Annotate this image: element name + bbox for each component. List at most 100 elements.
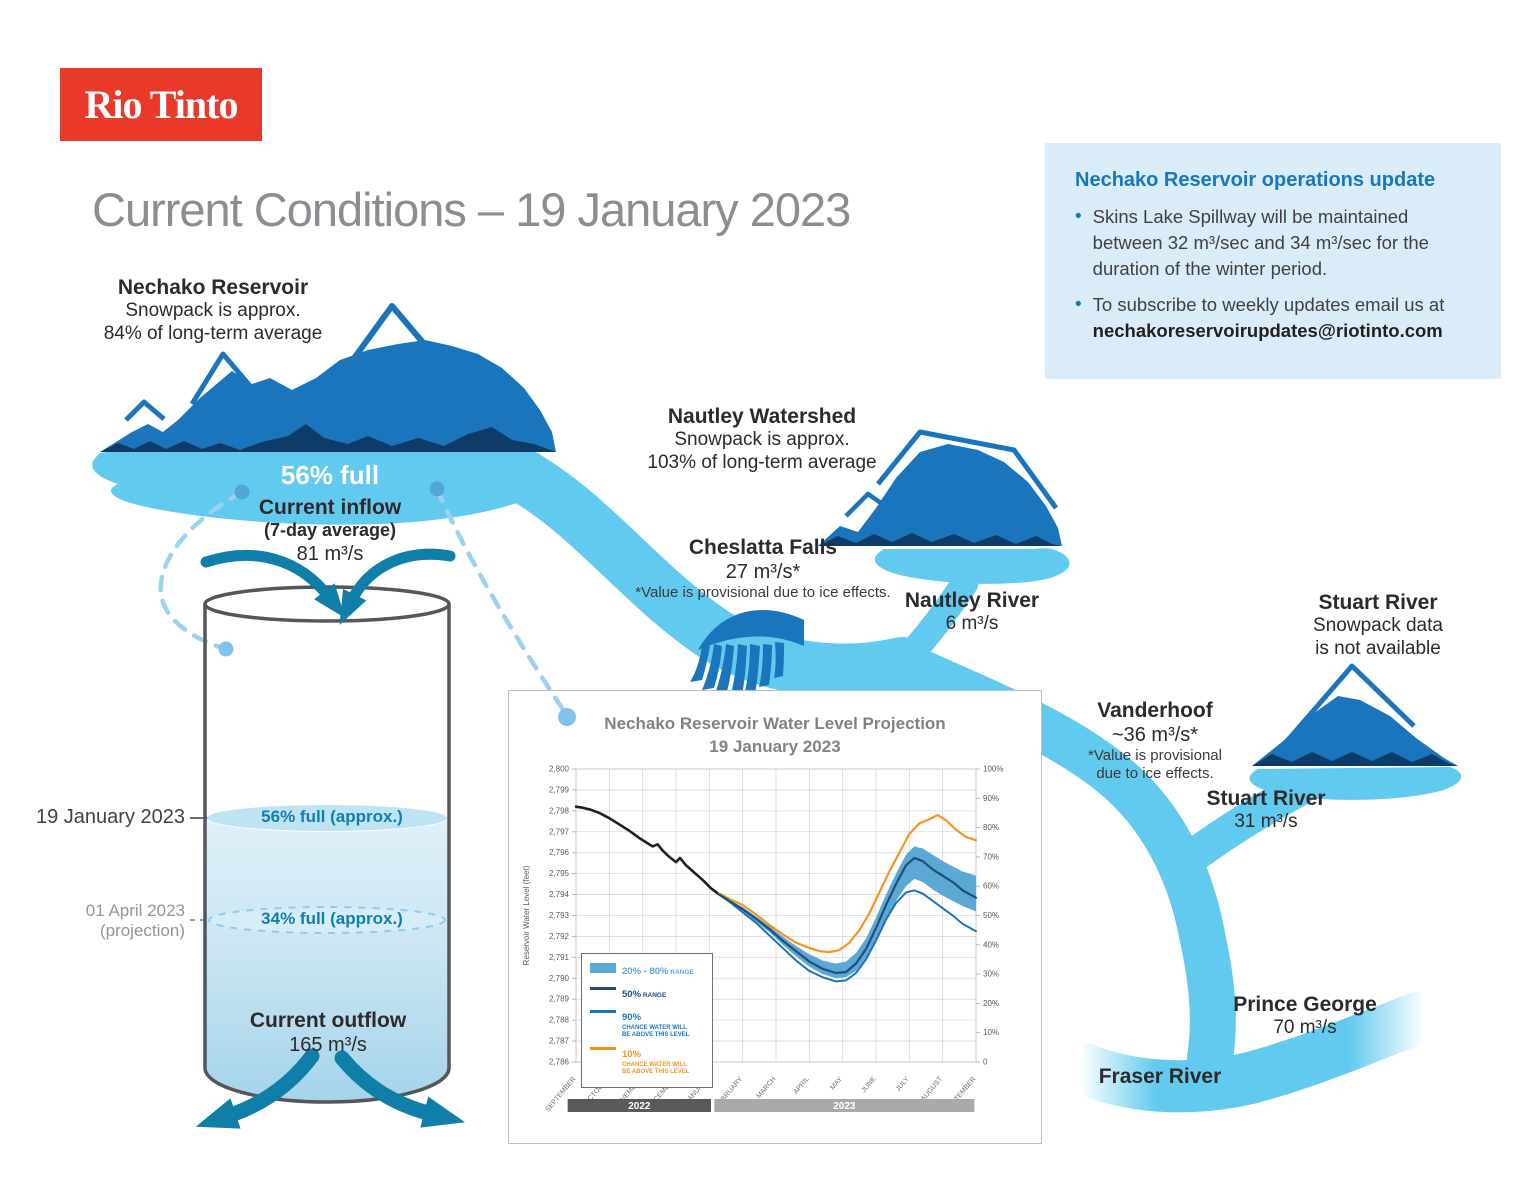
nechako-mountain-icon bbox=[100, 303, 556, 452]
nautley-mountain-icon bbox=[818, 429, 1062, 546]
stuart-river-label: Stuart River 31 m³/s bbox=[1206, 786, 1325, 834]
stuart-snowpack-line2: is not available bbox=[1315, 637, 1441, 659]
stuart-snowpack-label: Stuart River Snowpack data is not availa… bbox=[1313, 590, 1443, 661]
inflow-arrow-left bbox=[200, 550, 346, 619]
svg-text:2,788: 2,788 bbox=[549, 1016, 570, 1025]
svg-text:2,789: 2,789 bbox=[549, 995, 570, 1004]
stuart-river-title: Stuart River bbox=[1206, 787, 1326, 810]
nautley-watershed-label: Nautley Watershed Snowpack is approx. 10… bbox=[647, 404, 876, 475]
svg-text:30%: 30% bbox=[983, 970, 999, 979]
chart-subtitle: 19 January 2023 bbox=[709, 736, 841, 756]
svg-text:70%: 70% bbox=[983, 852, 999, 861]
current-outflow-label: Current outflow 165 m³/s bbox=[250, 1008, 406, 1057]
svg-text:2,799: 2,799 bbox=[549, 785, 570, 794]
river-fraser bbox=[1056, 992, 1444, 1113]
legend-item-subtext: CHANCE WATER WILL bbox=[622, 1025, 687, 1031]
nechako-reservoir-label: Nechako Reservoir Snowpack is approx. 84… bbox=[104, 275, 323, 346]
svg-text:MARCH: MARCH bbox=[756, 1076, 778, 1100]
tank-date-projection-line2: (projection) bbox=[99, 920, 185, 940]
svg-text:60%: 60% bbox=[983, 882, 999, 891]
legend-item: 20% - 80% RANGE bbox=[590, 961, 706, 979]
svg-text:2,796: 2,796 bbox=[549, 848, 570, 857]
nautley-lake bbox=[874, 548, 1070, 584]
waterfall-icon bbox=[690, 610, 804, 702]
svg-text:40%: 40% bbox=[983, 940, 999, 949]
current-inflow-label: Current inflow (7-day average) 81 m³/s bbox=[259, 495, 401, 566]
svg-text:100%: 100% bbox=[983, 765, 1003, 774]
water-surface-projection bbox=[208, 906, 446, 934]
nautley-river-label: Nautley River 6 m³/s bbox=[905, 588, 1039, 636]
connector-dashed-left bbox=[158, 484, 250, 657]
tank-level-projection: 34% full (approx.) bbox=[261, 909, 403, 928]
prince-george-label: Prince George 70 m³/s bbox=[1233, 992, 1377, 1040]
svg-text:2,790: 2,790 bbox=[549, 974, 570, 983]
nautley-river-value: 6 m³/s bbox=[945, 613, 999, 635]
outflow-arrow-left bbox=[195, 1048, 320, 1129]
legend-item-label: 50% bbox=[622, 989, 642, 1000]
legend-item-suffix: RANGE bbox=[668, 969, 694, 976]
nautley-watershed-title: Nautley Watershed bbox=[667, 405, 857, 428]
legend-item-text: 50% RANGE bbox=[622, 984, 666, 1002]
svg-text:2,800: 2,800 bbox=[549, 765, 570, 774]
chart-series-line bbox=[718, 889, 977, 983]
svg-text:0: 0 bbox=[983, 1058, 988, 1067]
prince-george-value: 70 m³/s bbox=[1273, 1017, 1337, 1039]
svg-text:2,791: 2,791 bbox=[549, 953, 570, 962]
svg-text:MAY: MAY bbox=[829, 1076, 844, 1092]
svg-text:10%: 10% bbox=[983, 1028, 999, 1037]
legend-line-swatch bbox=[590, 1010, 616, 1013]
tank-date-projection-line1: 01 April 2023 bbox=[85, 901, 185, 920]
legend-item: 50% RANGE bbox=[590, 984, 706, 1002]
vanderhoof-value: ~36 m³/s* bbox=[1111, 724, 1199, 747]
river-lower bbox=[1179, 912, 1236, 1081]
water-level-chart-panel: 2,786 2,787 2,788 2,789 2,790 2,791 2,792 2,793… bbox=[508, 690, 1042, 1144]
water-surface-current bbox=[207, 805, 447, 831]
nechako-snowpack-line2: 84% of long-term average bbox=[103, 322, 323, 344]
reservoir-full-label: 56% full bbox=[280, 460, 380, 490]
svg-text:2,787: 2,787 bbox=[549, 1037, 570, 1046]
svg-text:2,793: 2,793 bbox=[549, 911, 570, 920]
update-bullet-2: • To subscribe to weekly updates email u… bbox=[1075, 292, 1473, 344]
svg-text:80%: 80% bbox=[983, 823, 999, 832]
svg-text:2,798: 2,798 bbox=[549, 806, 570, 815]
subscribe-email: nechakoreservoirupdates@riotinto.com bbox=[1092, 319, 1443, 341]
svg-text:2,792: 2,792 bbox=[549, 932, 570, 941]
nechako-snowpack-line1: Snowpack is approx. bbox=[125, 300, 301, 322]
legend-item-subtext: CHANCE WATER WILL bbox=[622, 1061, 687, 1068]
chart-right-axis: 0 10% 20% 30% 40% 50% 60% 70% 80% 90% 100% bbox=[976, 765, 1003, 1067]
river-stuart-branch bbox=[1171, 773, 1315, 877]
stuart-snowpack-line1: Snowpack data bbox=[1313, 615, 1443, 637]
chart-left-axis: 2,786 2,787 2,788 2,789 2,790 2,791 2,792 2,793… bbox=[549, 765, 576, 1067]
vanderhoof-label: Vanderhoof ~36 m³/s* *Value is provision… bbox=[1088, 698, 1222, 783]
vanderhoof-note-line2: due to ice effects. bbox=[1096, 765, 1214, 783]
chart-series-line bbox=[718, 813, 978, 954]
chart-title: Nechako Reservoir Water Level Projection bbox=[604, 714, 946, 733]
svg-text:2,794: 2,794 bbox=[549, 890, 570, 899]
tank-date-projection: 01 April 2023 (projection) bbox=[86, 901, 185, 940]
nautley-river-title: Nautley River bbox=[904, 589, 1040, 612]
prince-george-title: Prince George bbox=[1233, 993, 1377, 1016]
legend-item-text: 10% CHANCE WATER WILL BE ABOVE THIS LEVEL bbox=[622, 1044, 689, 1076]
chart-y-axis-label: Reservoir Water Level (feet) bbox=[522, 865, 531, 965]
stuart-river-value: 31 m³/s bbox=[1234, 811, 1298, 833]
cheslatta-falls-value: 27 m³/s* bbox=[725, 561, 801, 584]
cheslatta-falls-note: *Value is provisional due to ice effects… bbox=[635, 584, 891, 602]
nautley-snowpack-line2: 103% of long-term average bbox=[647, 451, 877, 473]
svg-text:2,797: 2,797 bbox=[549, 827, 570, 836]
legend-line-swatch bbox=[590, 987, 616, 990]
legend-item-label: 90% bbox=[622, 1012, 642, 1023]
rio-tinto-logo-text: Rio Tinto bbox=[84, 82, 239, 127]
current-inflow-value: 81 m³/s bbox=[296, 542, 364, 565]
chart-band-20-80 bbox=[731, 846, 976, 979]
stuart-mountain-icon bbox=[1252, 663, 1458, 766]
current-inflow-subtitle: (7-day average) bbox=[263, 520, 397, 541]
chart-series-line bbox=[718, 856, 978, 975]
nechako-reservoir-title: Nechako Reservoir bbox=[117, 276, 309, 299]
operations-update-box: Nechako Reservoir operations update • Sk… bbox=[1045, 143, 1501, 380]
legend-item-subtext: BE ABOVE THIS LEVEL bbox=[622, 1031, 690, 1038]
svg-text:JULY: JULY bbox=[895, 1076, 911, 1093]
chart-series-line bbox=[574, 805, 733, 904]
svg-text:20%: 20% bbox=[983, 999, 999, 1008]
